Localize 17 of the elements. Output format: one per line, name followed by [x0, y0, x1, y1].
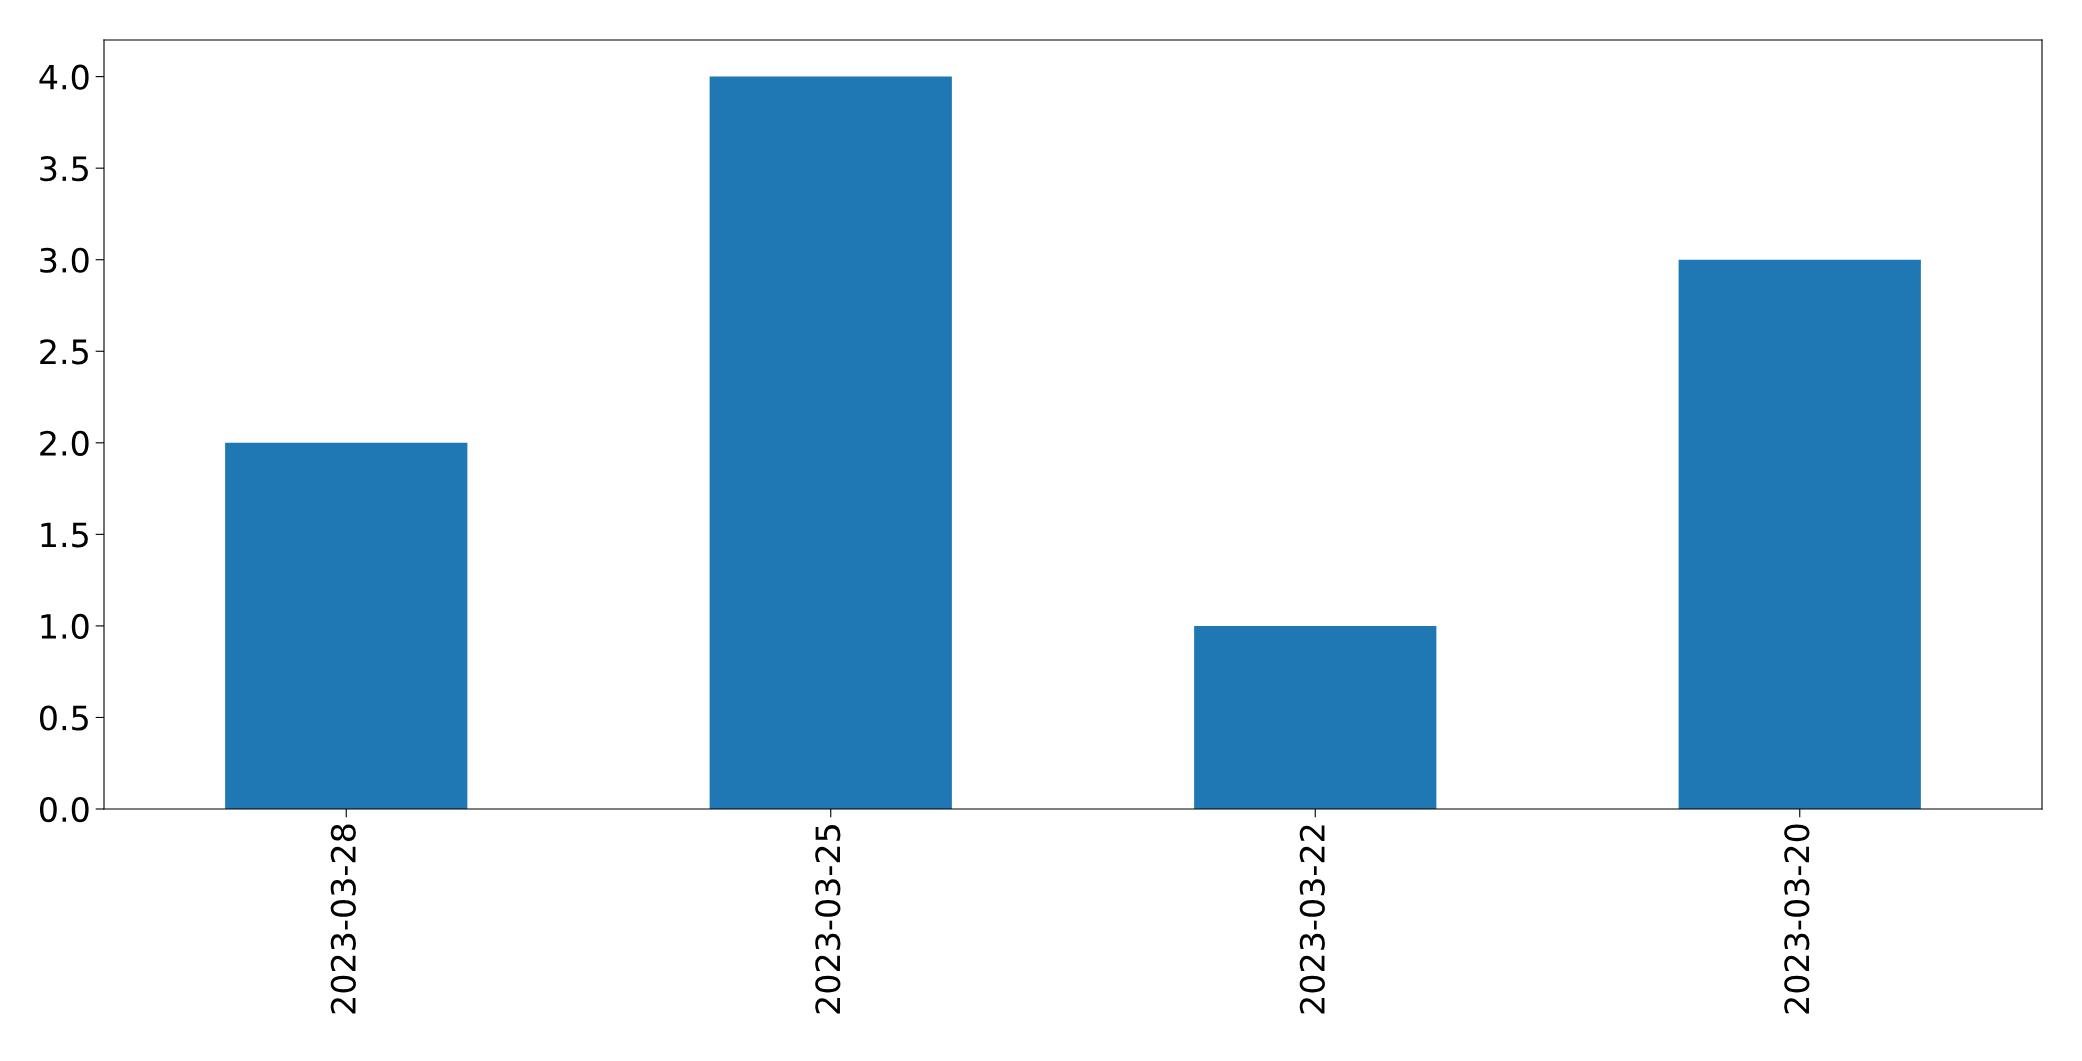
x-tick-label: 2023-03-25: [815, 825, 841, 1014]
y-tick-label: 3.0: [40, 247, 89, 273]
y-tick-label: 0.5: [39, 705, 88, 731]
y-tick-label: 1.5: [41, 522, 88, 548]
x-tick-label: 2023-03-28: [330, 824, 356, 1014]
y-tick-label: 3.5: [40, 156, 88, 182]
y-tick-label: 4.0: [39, 64, 89, 90]
x-tick-label: 2023-03-20: [1784, 824, 1810, 1014]
bar: [709, 76, 952, 809]
y-tick-label: 2.5: [40, 339, 88, 365]
y-tick-label: 0.0: [39, 796, 89, 823]
bar: [1194, 625, 1437, 809]
bar: [225, 442, 468, 809]
y-tick-label: 2.0: [40, 430, 89, 456]
x-tick-label: 2023-03-22: [1299, 825, 1325, 1014]
y-tick-label: 1.0: [41, 613, 89, 640]
bar: [1678, 259, 1921, 809]
